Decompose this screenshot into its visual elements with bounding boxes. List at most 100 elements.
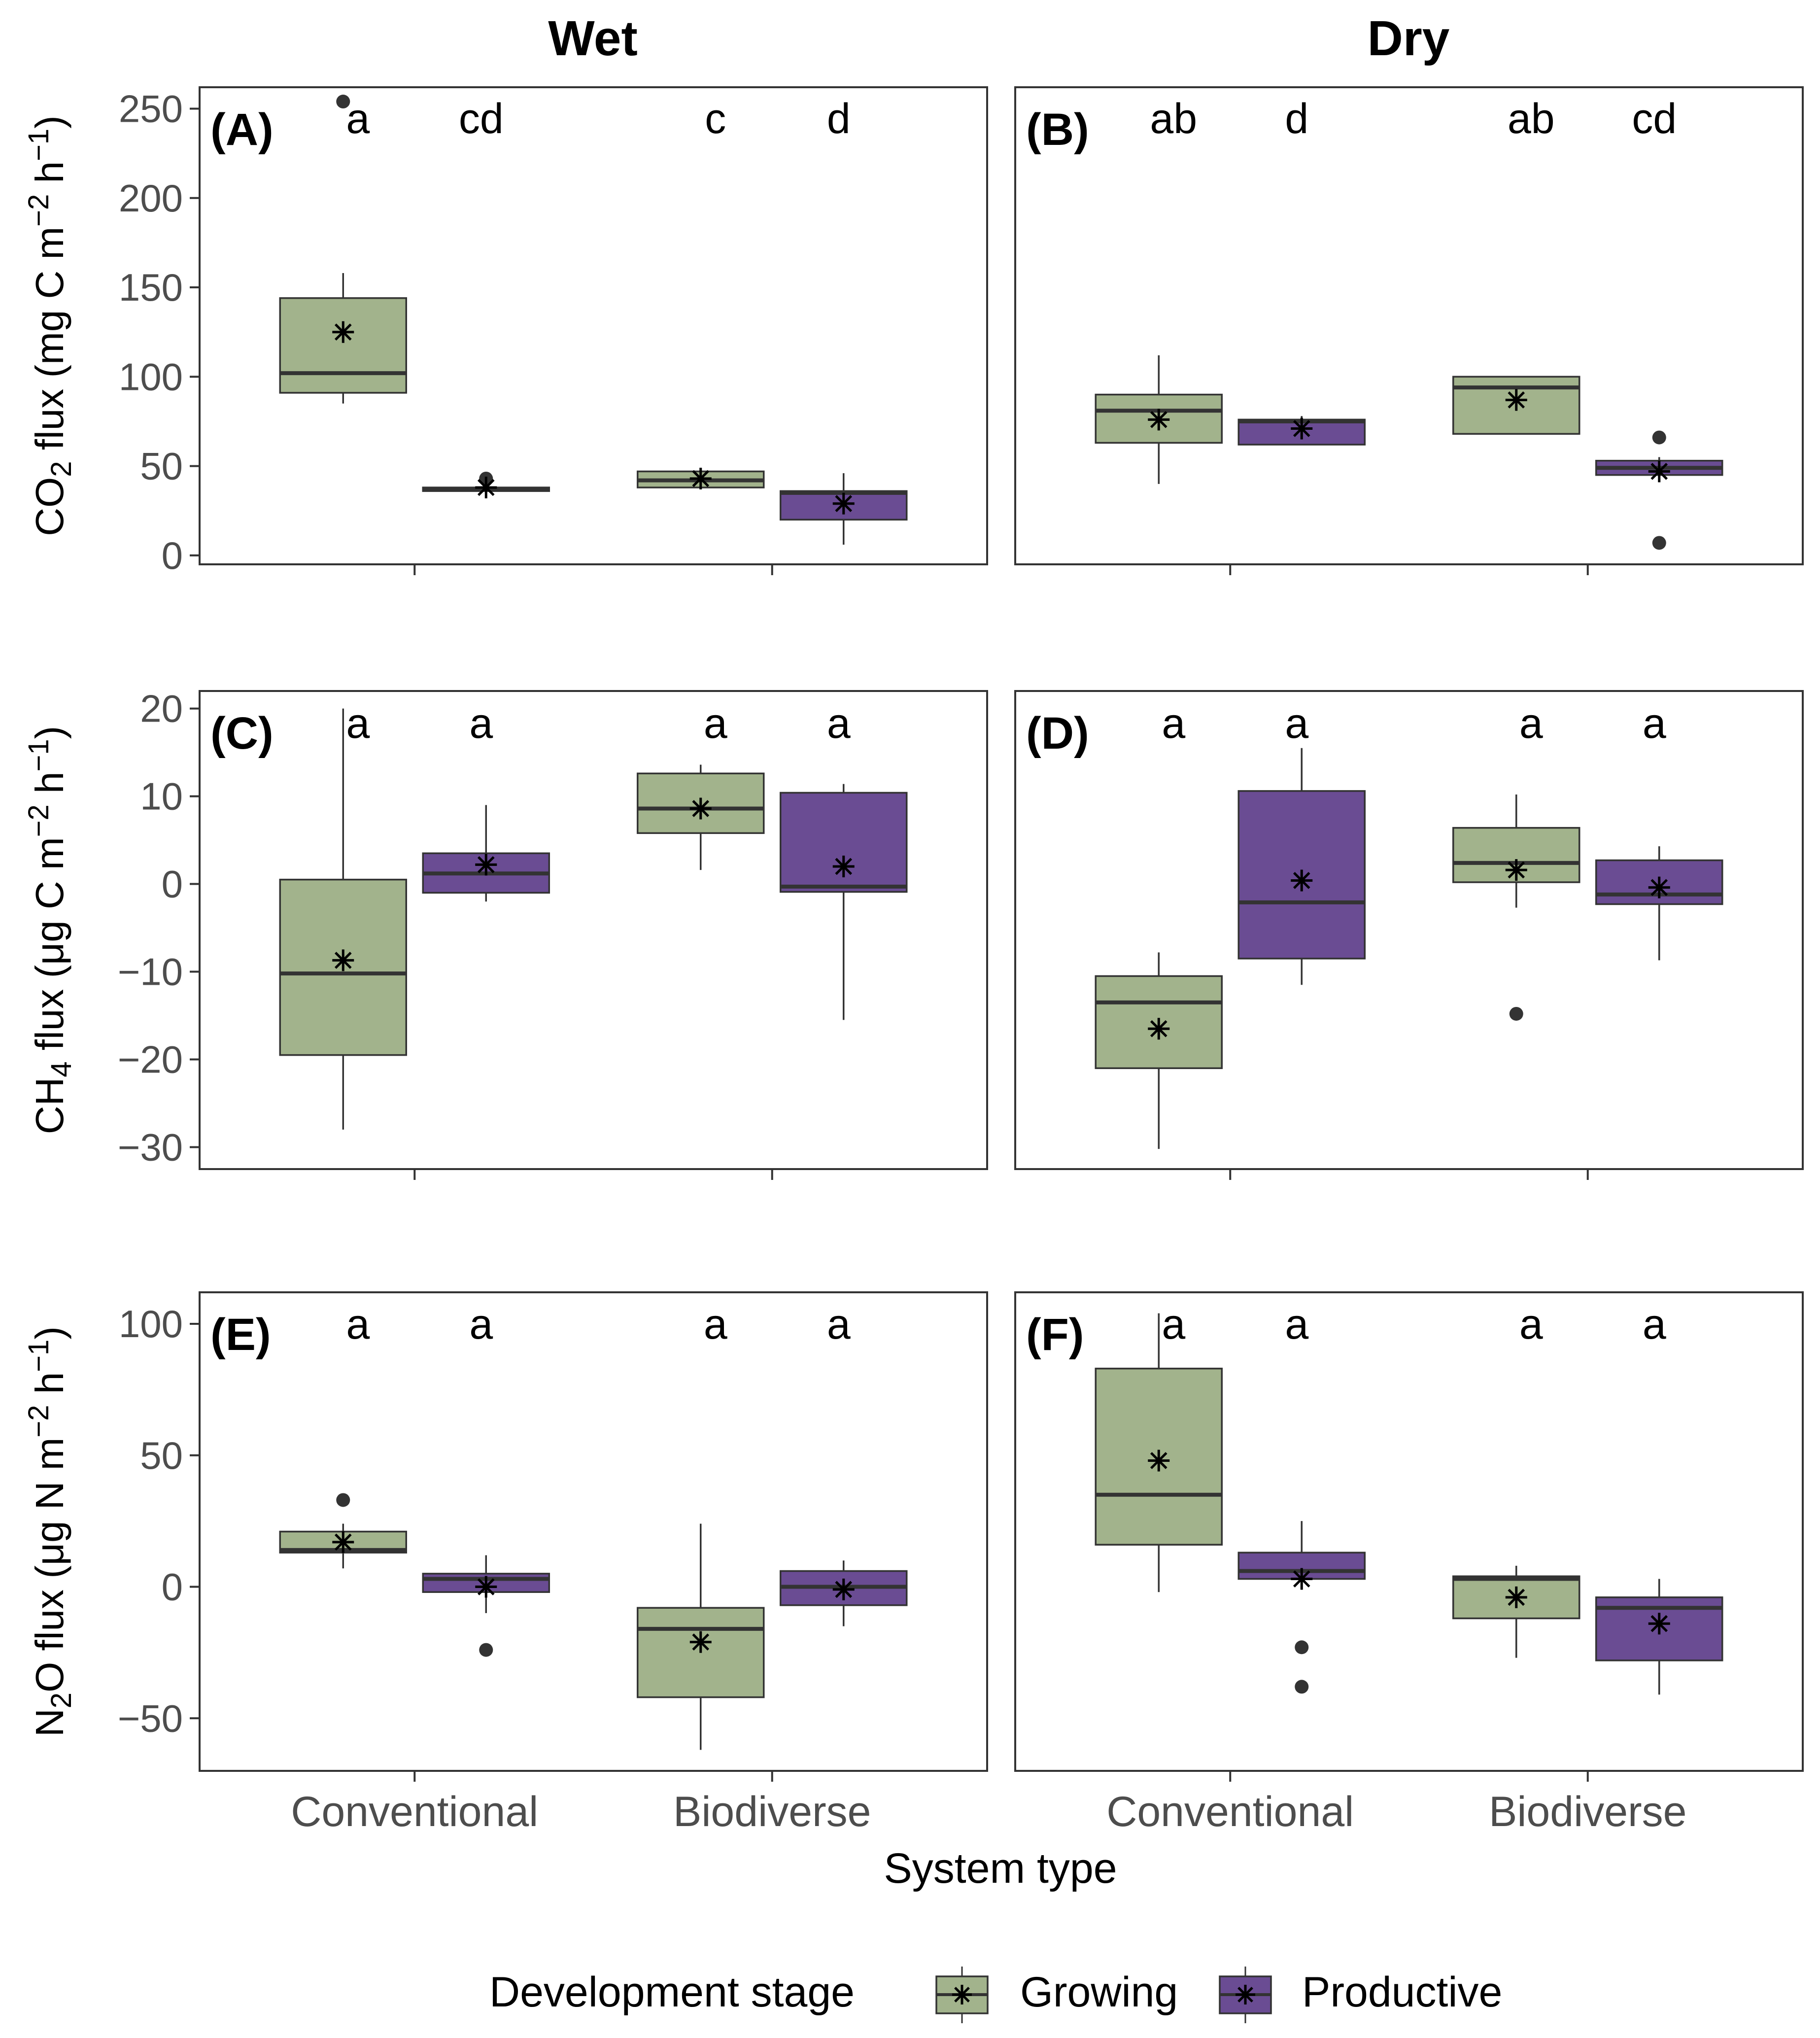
y-axis-label-part: −2 xyxy=(23,804,55,837)
x-category-label-biodiverse: Biodiverse xyxy=(1489,1788,1687,1835)
y-axis-label-part: ) xyxy=(28,115,71,129)
y-axis-label-part: N xyxy=(28,1708,71,1737)
legend-label-productive: Productive xyxy=(1302,1969,1502,2016)
mean-marker xyxy=(332,321,354,343)
significance-letter: d xyxy=(827,95,851,142)
y-axis-label-part: −2 xyxy=(23,1405,55,1438)
panel-tag-label: (F) xyxy=(1026,1310,1084,1360)
mean-marker-stroke xyxy=(334,1533,352,1551)
x-category-label-conventional: Conventional xyxy=(1106,1788,1354,1835)
mean-marker-stroke xyxy=(477,1578,495,1595)
mean-marker xyxy=(1148,1450,1170,1472)
significance-letter: a xyxy=(1519,700,1543,747)
mean-marker-stroke xyxy=(835,858,853,875)
mean-marker-stroke xyxy=(1650,879,1668,897)
mean-marker xyxy=(475,854,497,876)
y-tick-label: −50 xyxy=(118,1696,183,1740)
y-tick-label: −10 xyxy=(118,950,183,994)
y-tick-label: 50 xyxy=(140,1434,183,1477)
significance-letter: a xyxy=(1162,1301,1185,1348)
column-title-wet: Wet xyxy=(548,11,638,66)
significance-letter: cd xyxy=(1632,95,1677,142)
y-axis-label-row-2: CH4 flux (μg C m−2 h−1) xyxy=(23,726,77,1135)
mean-marker-stroke xyxy=(1508,1589,1525,1606)
significance-letter: ab xyxy=(1508,95,1555,142)
significance-letter: a xyxy=(346,95,370,142)
y-axis-label-part: h xyxy=(28,161,71,194)
y-axis-labels: CO2 flux (mg C m−2 h−1)CH4 flux (μg C m−… xyxy=(23,115,77,1737)
y-axis-label-part: −1 xyxy=(23,1340,55,1372)
panel-e: −50 0 50 100 (E) a a a a xyxy=(118,1291,988,1782)
mean-marker xyxy=(1148,409,1170,431)
outlier-point xyxy=(1295,1640,1309,1655)
mean-marker-stroke xyxy=(835,1581,853,1598)
box-growing: ab xyxy=(1452,95,1580,435)
mean-marker-stroke xyxy=(1508,861,1525,879)
legend-label-growing: Growing xyxy=(1020,1969,1178,2016)
significance-letter: a xyxy=(346,1301,370,1348)
legend-key-growing xyxy=(935,1967,989,2023)
significance-letter: a xyxy=(704,700,727,747)
box-productive: d xyxy=(1237,95,1366,446)
mean-marker-stroke xyxy=(477,479,495,496)
mean-marker xyxy=(1648,876,1670,898)
significance-letter: a xyxy=(346,700,370,747)
x-category-label-conventional: Conventional xyxy=(291,1788,538,1835)
column-title-dry: Dry xyxy=(1368,11,1450,66)
significance-letter: cd xyxy=(459,95,504,142)
legend-title: Development stage xyxy=(489,1969,855,2016)
y-tick-label: 150 xyxy=(119,266,183,309)
y-tick-label: 0 xyxy=(162,534,183,577)
mean-marker-stroke xyxy=(835,495,853,513)
y-tick-label: 100 xyxy=(119,355,183,398)
mean-marker xyxy=(689,467,712,489)
panel-tag-label: (A) xyxy=(210,104,274,155)
mean-marker xyxy=(832,1578,855,1600)
outlier-point xyxy=(336,1493,350,1507)
significance-letter: d xyxy=(1285,95,1308,142)
panel-f: (F) a a a a xyxy=(1014,1291,1804,1782)
box-productive: a xyxy=(422,1301,550,1657)
box-growing: c xyxy=(636,95,765,489)
mean-marker-stroke xyxy=(1293,872,1310,889)
box-growing: a xyxy=(1452,700,1580,1021)
x-category-labels: Conventional Biodiverse Conventional Biodiv… xyxy=(291,1788,1686,1835)
y-axis-label-part: −1 xyxy=(23,129,55,161)
box-iqr xyxy=(279,297,408,394)
mean-marker xyxy=(1505,389,1527,411)
mean-marker xyxy=(1648,1613,1670,1635)
significance-letter: a xyxy=(1643,700,1666,747)
mean-marker-stroke xyxy=(334,952,352,969)
mean-marker xyxy=(1291,869,1313,892)
y-axis-label-part: 2 xyxy=(45,461,77,477)
significance-letter: c xyxy=(705,95,726,142)
y-axis-label-part: O flux (μg N m xyxy=(28,1438,71,1693)
mean-marker xyxy=(1291,417,1313,440)
mean-marker xyxy=(332,949,354,971)
box-productive: a xyxy=(779,700,908,1020)
y-axis-label-part: ) xyxy=(28,1326,71,1340)
y-axis-label-part: h xyxy=(28,1372,71,1405)
mean-marker-stroke xyxy=(1150,411,1168,428)
mean-marker xyxy=(332,1531,354,1553)
box-productive: cd xyxy=(422,95,550,499)
mean-marker xyxy=(1291,1568,1313,1590)
legend-key-mean-marker xyxy=(952,1985,972,2004)
panel-tag-label: (E) xyxy=(210,1310,271,1360)
significance-letter: a xyxy=(827,1301,851,1348)
box-productive: a xyxy=(1237,1301,1366,1694)
significance-letter: a xyxy=(469,1301,493,1348)
panel-tag-label: (D) xyxy=(1026,708,1089,759)
panel-tag-label: (C) xyxy=(210,708,274,759)
mean-marker-stroke xyxy=(334,323,352,341)
mean-marker-stroke xyxy=(692,470,710,487)
y-tick-label: 100 xyxy=(119,1302,183,1346)
significance-letter: a xyxy=(1285,700,1308,747)
y-tick-label: −20 xyxy=(118,1038,183,1081)
legend-key-productive xyxy=(1219,1967,1272,2023)
legend: Development stage Growing Productive xyxy=(489,1967,1502,2023)
mean-marker xyxy=(1505,1586,1527,1608)
box-productive: a xyxy=(779,1301,908,1626)
